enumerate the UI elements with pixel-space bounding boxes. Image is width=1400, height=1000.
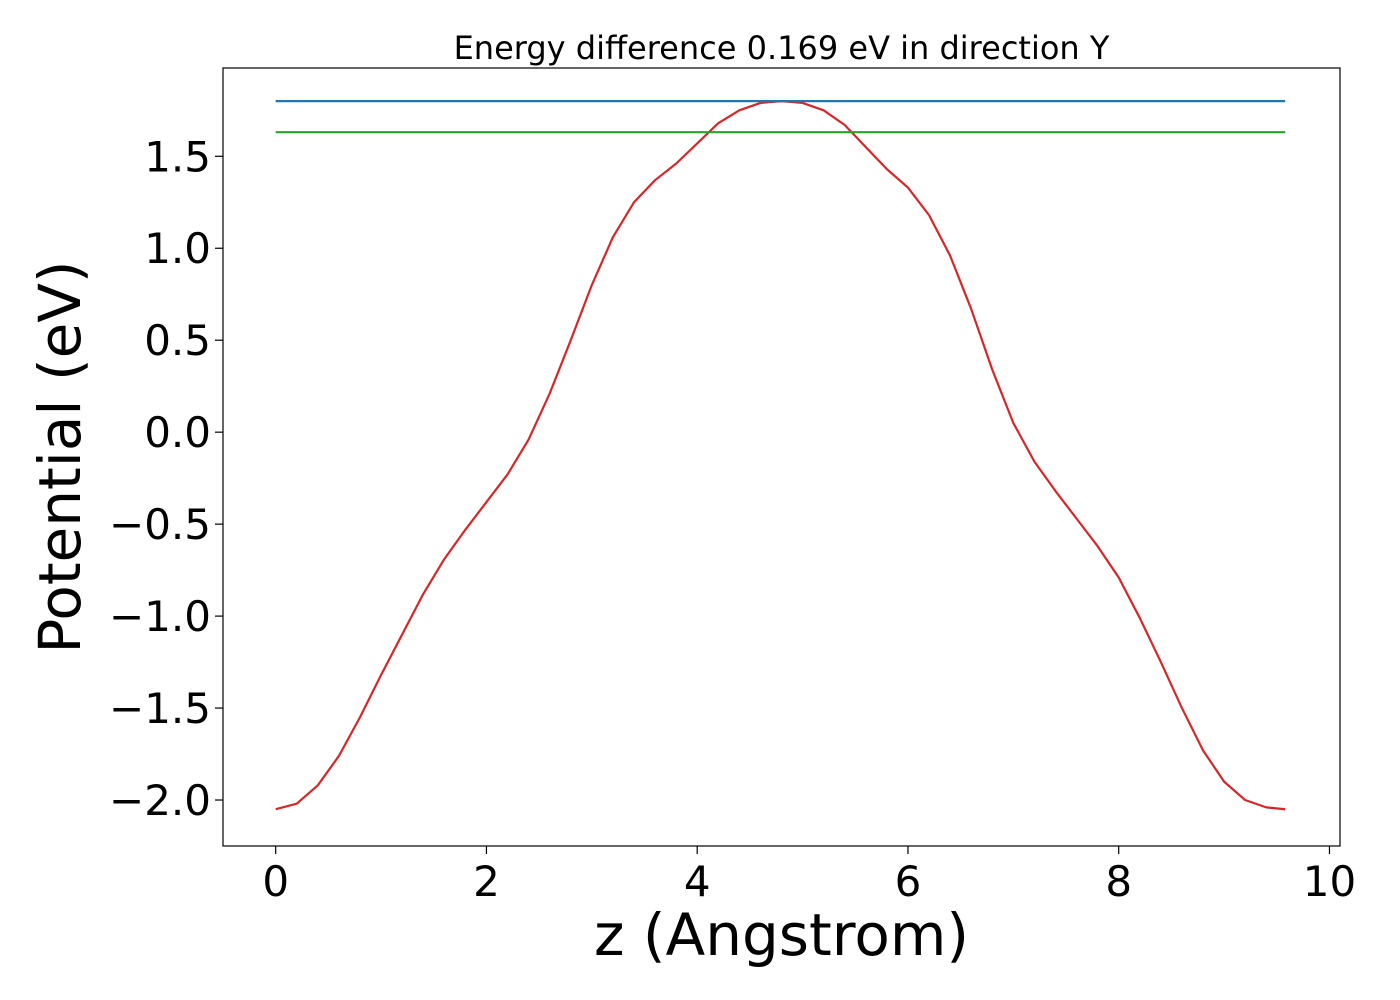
x-tick-label: 10 [1303, 857, 1356, 906]
y-tick-label: 0.0 [144, 408, 211, 457]
x-tick-label: 2 [473, 857, 500, 906]
y-tick-label: 1.0 [144, 224, 211, 273]
x-axis: 0 2 4 6 8 10 [262, 846, 1356, 906]
chart-title: Energy difference 0.169 eV in direction … [454, 29, 1110, 67]
y-tick-label: −2.0 [109, 776, 211, 825]
x-tick-label: 6 [895, 857, 922, 906]
plot-area [275, 100, 1286, 811]
y-tick-label: 1.5 [144, 132, 211, 181]
x-tick-label: 4 [684, 857, 711, 906]
y-tick-label: −1.5 [109, 684, 211, 733]
y-tick-label: 0.5 [144, 316, 211, 365]
y-axis: −2.0 −1.5 −1.0 −0.5 0.0 0.5 1.0 1.5 [109, 132, 223, 825]
y-axis-label: Potential (eV) [26, 260, 94, 653]
y-tick-label: −0.5 [109, 500, 211, 549]
x-tick-label: 8 [1105, 857, 1132, 906]
y-tick-label: −1.0 [109, 592, 211, 641]
x-tick-label: 0 [262, 857, 289, 906]
axes-frame [222, 67, 1341, 847]
x-axis-label: z (Angstrom) [594, 901, 969, 969]
